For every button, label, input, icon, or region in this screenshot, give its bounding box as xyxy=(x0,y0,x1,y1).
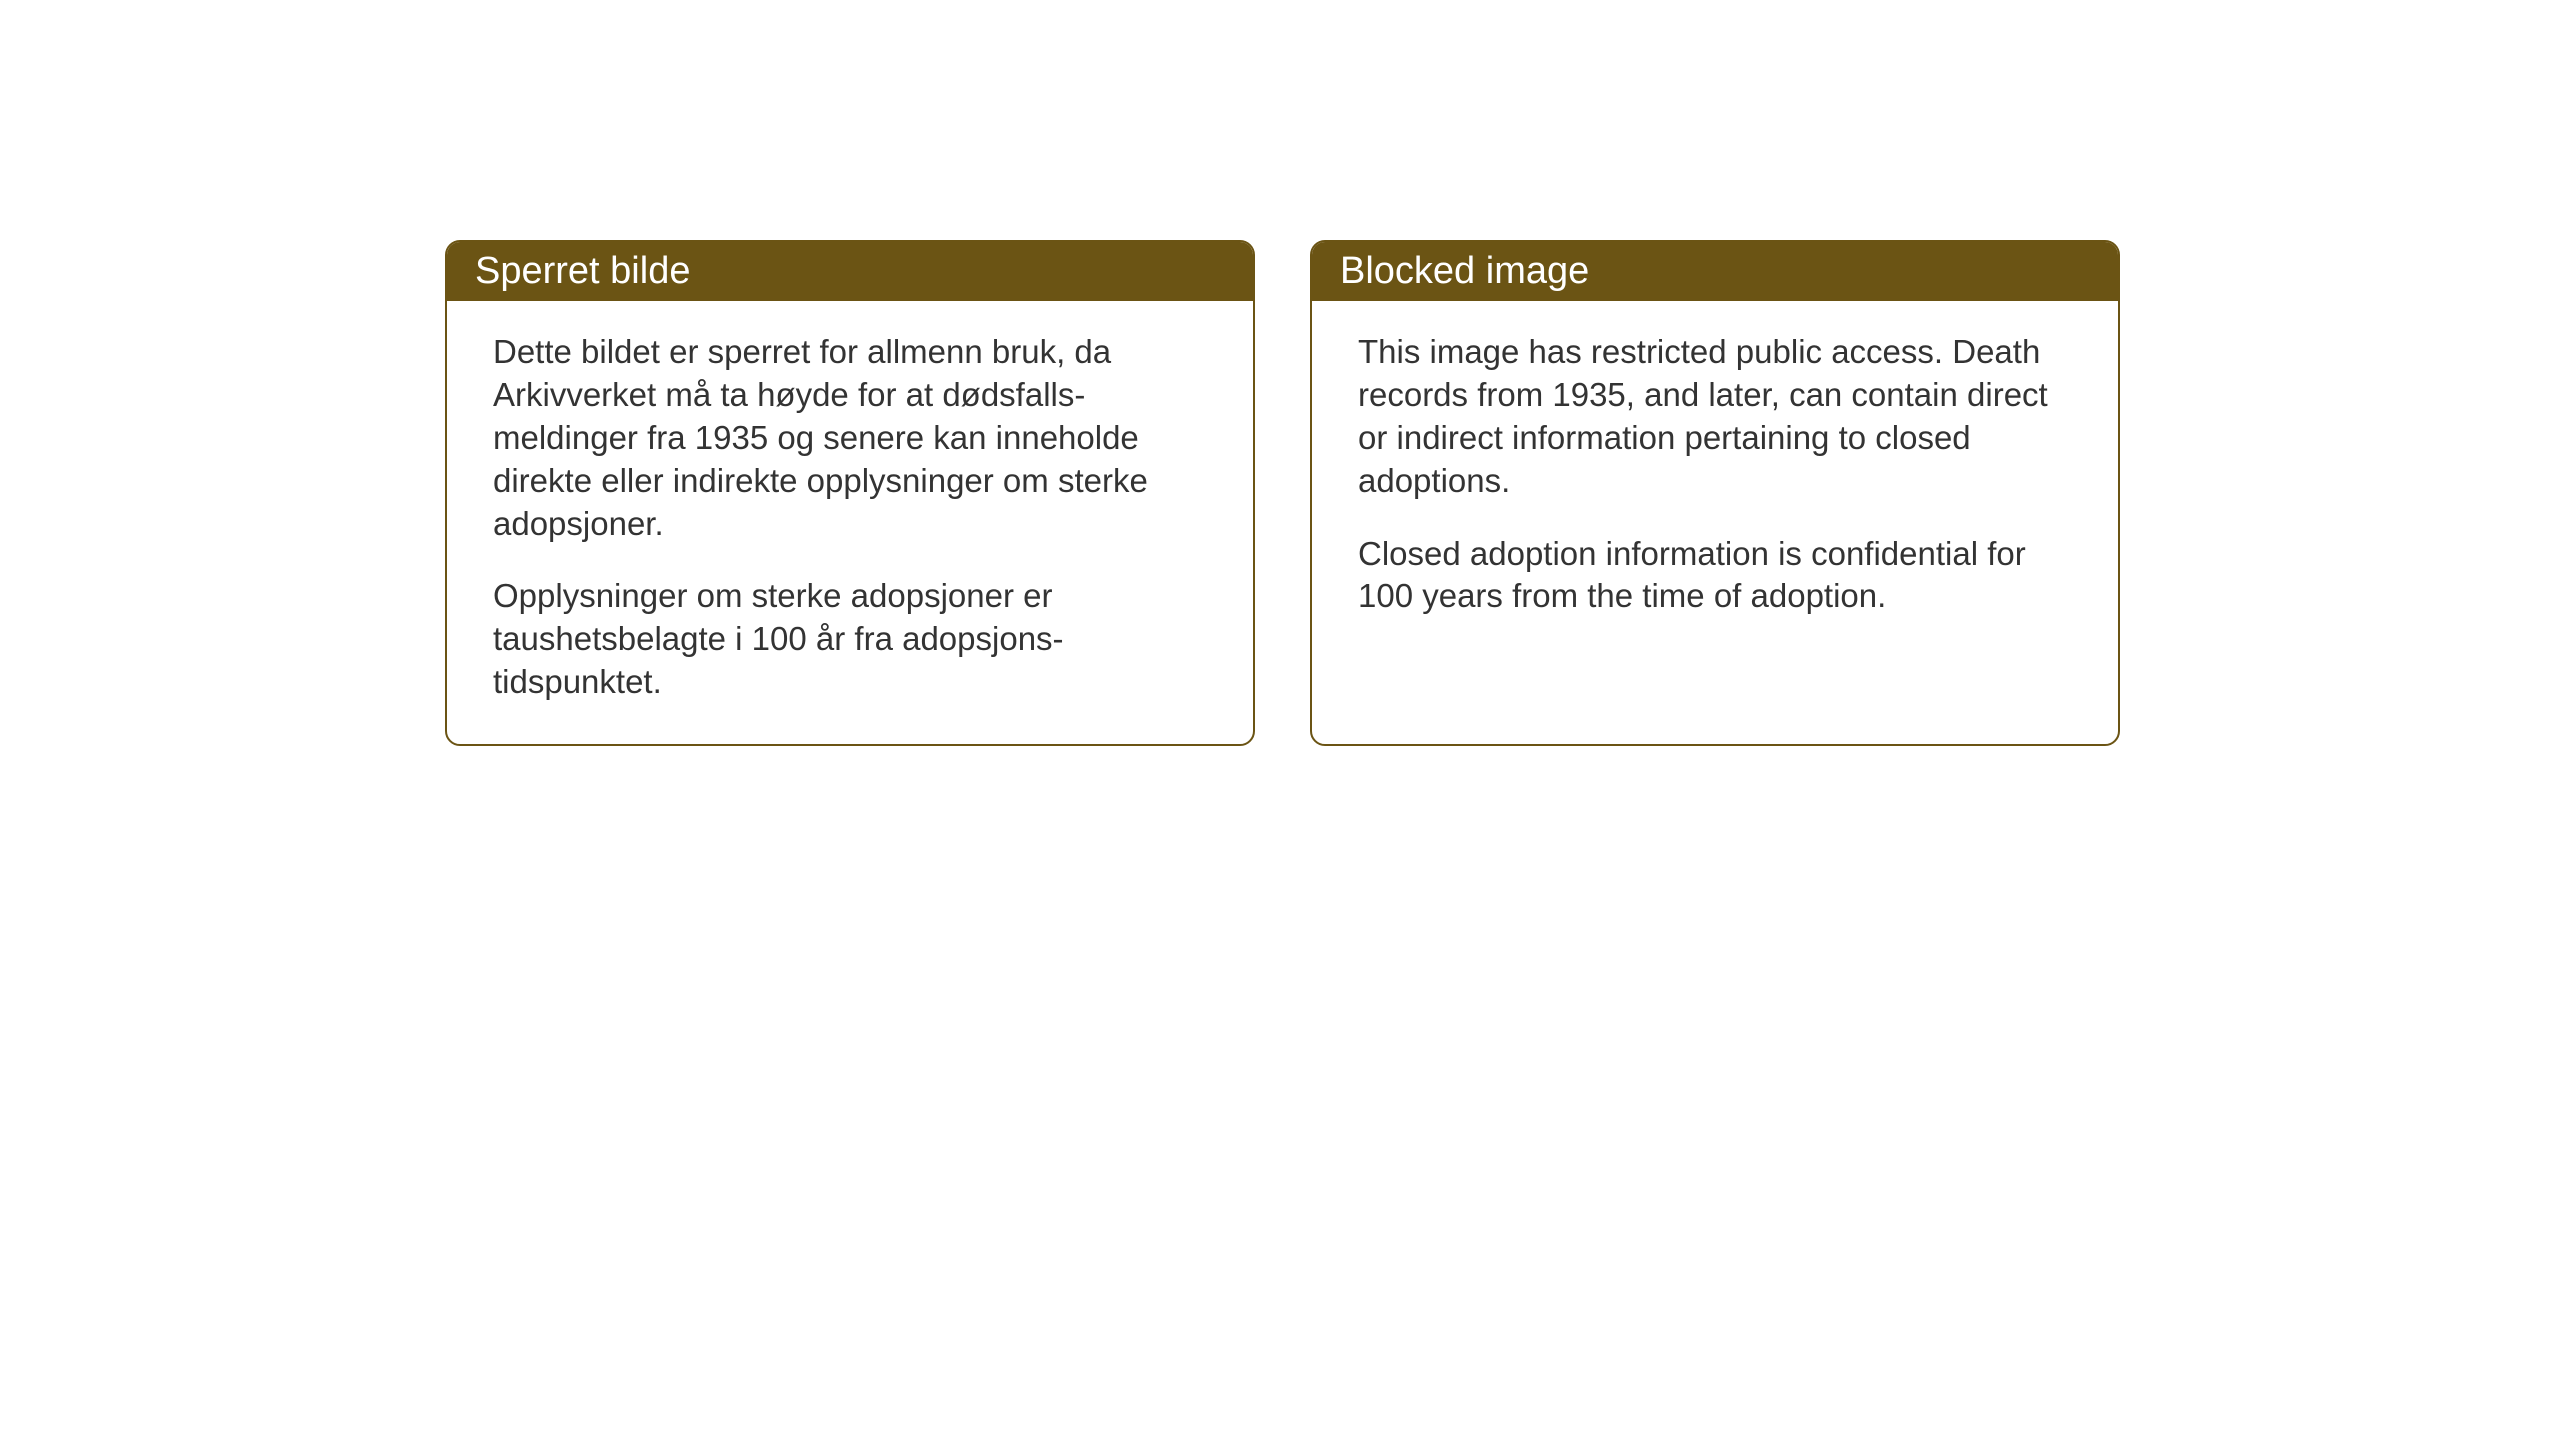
english-paragraph-1: This image has restricted public access.… xyxy=(1358,331,2072,503)
english-notice-card: Blocked image This image has restricted … xyxy=(1310,240,2120,746)
english-card-header: Blocked image xyxy=(1312,242,2118,301)
norwegian-paragraph-1: Dette bildet er sperret for allmenn bruk… xyxy=(493,331,1207,545)
notice-cards-container: Sperret bilde Dette bildet er sperret fo… xyxy=(445,240,2120,746)
norwegian-notice-card: Sperret bilde Dette bildet er sperret fo… xyxy=(445,240,1255,746)
english-paragraph-2: Closed adoption information is confident… xyxy=(1358,533,2072,619)
english-card-body: This image has restricted public access.… xyxy=(1312,301,2118,658)
norwegian-card-header: Sperret bilde xyxy=(447,242,1253,301)
norwegian-card-body: Dette bildet er sperret for allmenn bruk… xyxy=(447,301,1253,744)
norwegian-paragraph-2: Opplysninger om sterke adopsjoner er tau… xyxy=(493,575,1207,704)
